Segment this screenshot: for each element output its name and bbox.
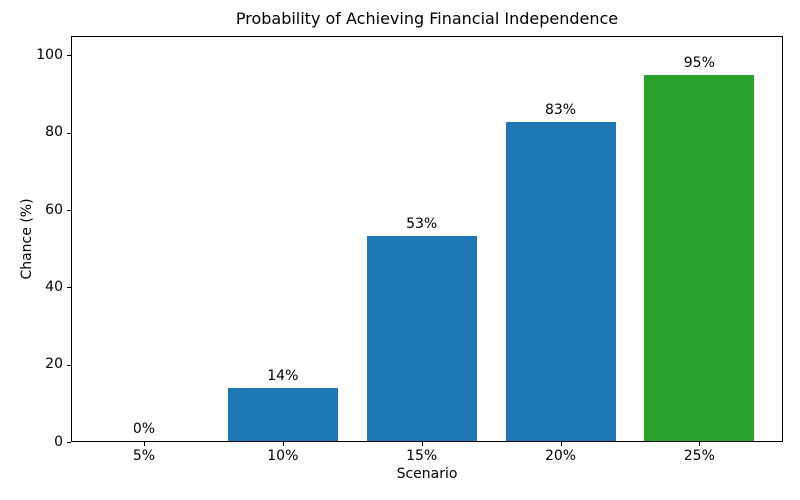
y-tick-label: 20 <box>45 356 63 373</box>
x-tick-mark <box>282 442 284 446</box>
bar-value-label: 53% <box>406 215 438 232</box>
x-tick-label: 25% <box>683 448 715 464</box>
y-tick-mark <box>67 210 71 211</box>
y-tick-label: 0 <box>54 433 63 450</box>
x-tick-mark <box>421 442 423 446</box>
x-tick-mark <box>560 442 562 446</box>
y-tick-mark <box>67 442 71 443</box>
chart-title: Probability of Achieving Financial Indep… <box>235 9 619 28</box>
y-tick-label: 100 <box>36 46 63 63</box>
bar-value-label: 95% <box>683 55 715 72</box>
bar <box>227 387 338 442</box>
bar-value-label: 14% <box>267 367 299 384</box>
y-tick-label: 60 <box>45 201 63 218</box>
y-tick-mark <box>67 132 71 134</box>
x-tick-label: 20% <box>544 448 577 464</box>
bar <box>644 75 755 442</box>
x-tick-mark <box>699 442 701 446</box>
bar-value-label: 83% <box>544 101 577 118</box>
bar <box>366 235 477 442</box>
bar-value-label: 0% <box>132 420 156 437</box>
x-tick-label: 5% <box>132 448 156 464</box>
y-axis-label: Chance (%) <box>19 198 35 280</box>
y-tick-mark <box>67 55 71 57</box>
y-tick-label: 40 <box>45 278 63 295</box>
x-tick-label: 10% <box>267 448 299 464</box>
x-tick-mark <box>143 442 145 446</box>
y-tick-label: 80 <box>45 124 63 141</box>
y-tick-mark <box>67 364 71 366</box>
x-tick-label: 15% <box>406 448 438 464</box>
y-tick-mark <box>67 287 71 289</box>
x-axis-label: Scenario <box>396 466 458 482</box>
bar <box>505 121 616 442</box>
